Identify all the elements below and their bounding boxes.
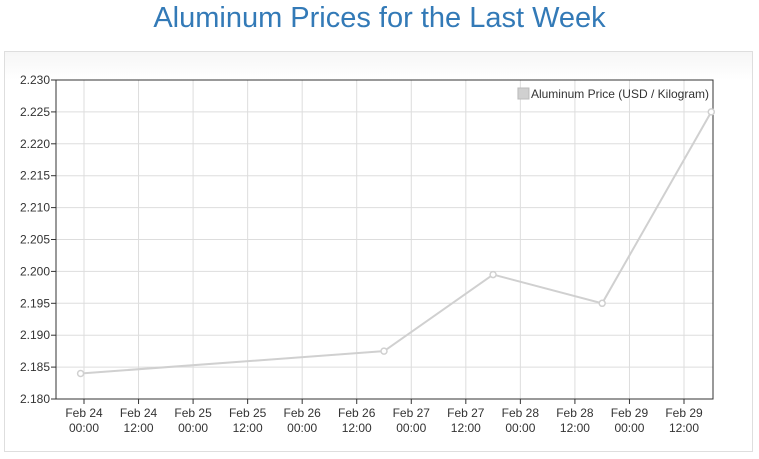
legend-label: Aluminum Price (USD / Kilogram): [531, 87, 709, 101]
x-tick-time-label: 00:00: [178, 421, 208, 435]
x-tick-date-label: Feb 29: [665, 406, 703, 420]
x-tick-time-label: 12:00: [233, 421, 263, 435]
y-tick-label: 2.220: [20, 137, 50, 151]
y-tick-label: 2.205: [20, 233, 50, 247]
y-tick-label: 2.180: [20, 392, 50, 406]
data-point[interactable]: [598, 299, 606, 308]
y-tick-label: 2.225: [20, 105, 50, 119]
y-tick-label: 2.190: [20, 328, 50, 342]
x-tick-date-label: Feb 26: [338, 406, 376, 420]
y-tick-label: 2.230: [20, 73, 50, 87]
x-tick-date-label: Feb 25: [229, 406, 267, 420]
page-title: Aluminum Prices for the Last Week: [153, 2, 606, 34]
x-tick-time-label: 00:00: [287, 421, 317, 435]
x-tick-date-label: Feb 26: [284, 406, 322, 420]
x-tick-date-label: Feb 24: [65, 406, 103, 420]
series-layer: [76, 108, 716, 378]
x-tick-time-label: 00:00: [614, 421, 644, 435]
x-tick-date-label: Feb 28: [556, 406, 594, 420]
x-tick-time-label: 12:00: [669, 421, 699, 435]
y-tick-label: 2.215: [20, 169, 50, 183]
chart-panel: 2.230 2.225 2.220 2.215 2.210 2.205 2.200 2.195…: [4, 51, 753, 452]
y-axis-ticks: 2.230 2.225 2.220 2.215 2.210 2.205 2.200 2.195…: [20, 73, 56, 406]
y-tick-label: 2.185: [20, 360, 50, 374]
data-point[interactable]: [76, 369, 85, 378]
data-point[interactable]: [489, 270, 497, 279]
x-tick-time-label: 00:00: [396, 421, 426, 435]
x-tick-time-label: 12:00: [124, 421, 154, 435]
series-line: [80, 111, 713, 375]
line-chart: 2.230 2.225 2.220 2.215 2.210 2.205 2.200 2.195…: [20, 73, 716, 435]
x-tick-time-label: 12:00: [560, 421, 590, 435]
x-tick-date-label: Feb 25: [174, 406, 212, 420]
x-tick-date-label: Feb 27: [393, 406, 431, 420]
x-tick-time-label: 12:00: [451, 421, 481, 435]
x-tick-time-label: 00:00: [69, 421, 99, 435]
x-tick-time-label: 00:00: [505, 421, 535, 435]
y-tick-label: 2.210: [20, 201, 50, 215]
data-point[interactable]: [380, 347, 388, 355]
x-tick-date-label: Feb 27: [447, 406, 485, 420]
x-tick-date-label: Feb 24: [120, 406, 158, 420]
y-tick-label: 2.195: [20, 296, 50, 310]
legend-swatch: [517, 87, 530, 100]
y-tick-label: 2.200: [20, 264, 50, 278]
data-point[interactable]: [707, 108, 716, 116]
x-tick-date-label: Feb 28: [502, 406, 540, 420]
legend: Aluminum Price (USD / Kilogram): [517, 87, 709, 101]
x-tick-date-label: Feb 29: [611, 406, 649, 420]
x-tick-time-label: 12:00: [342, 421, 372, 435]
